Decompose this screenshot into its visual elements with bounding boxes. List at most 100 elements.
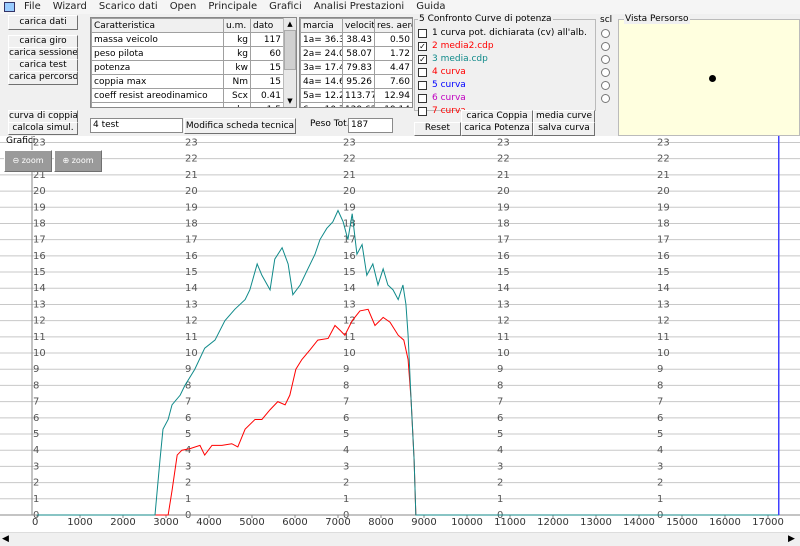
checkbox-label[interactable]: 1 curva pot. dichiarata (cv) all'alb. <box>432 28 587 38</box>
table-cell[interactable]: peso casco <box>91 102 224 107</box>
button[interactable]: salva curva <box>533 122 595 136</box>
table-cell[interactable]: massa veicolo <box>91 32 224 47</box>
scrollbar[interactable]: ▲ ▼ <box>283 18 296 107</box>
checkbox[interactable] <box>418 81 427 90</box>
table-cell[interactable]: 15 <box>250 74 284 89</box>
table-cell[interactable]: 3a= 17.49 <box>300 60 343 75</box>
radio[interactable] <box>601 81 610 90</box>
menu-item[interactable]: Scarico dati <box>98 1 158 12</box>
menu-item[interactable]: Grafici <box>269 1 302 12</box>
table-cell[interactable]: peso pilota <box>91 46 224 61</box>
table-cell[interactable]: potenza <box>91 60 224 75</box>
scroll-down[interactable]: ▼ <box>287 97 293 105</box>
table-cell[interactable]: 15 <box>250 60 284 75</box>
y-tick-label: 9 <box>33 364 39 375</box>
table-cell[interactable]: 0.41 <box>250 88 284 103</box>
checkbox[interactable] <box>418 107 427 116</box>
scroll-thumb[interactable] <box>284 30 296 70</box>
button[interactable]: Modifica scheda tecnica <box>184 118 296 134</box>
y-tick-label: 6 <box>185 413 191 424</box>
checkbox-label[interactable]: 6 curva <box>432 93 466 103</box>
table-cell[interactable]: kw <box>223 60 251 75</box>
table-cell[interactable]: kg <box>223 32 251 47</box>
checkbox-label[interactable]: 3 media.cdp <box>432 54 488 64</box>
table-cell[interactable]: 1.72 <box>374 46 412 61</box>
menu-item[interactable]: Principale <box>208 1 258 12</box>
menu-item[interactable]: Guida <box>416 1 446 12</box>
button[interactable]: carica dati <box>8 15 78 30</box>
menu-item[interactable]: Open <box>169 1 197 12</box>
zoom-out-button[interactable]: ⊖ zoom <box>4 150 52 172</box>
checkbox-label[interactable]: 4 curva <box>432 67 466 77</box>
checkbox[interactable]: ✓ <box>418 42 427 51</box>
y-tick-label: 14 <box>343 283 356 294</box>
table-cell[interactable]: 117 <box>250 32 284 47</box>
table-cell[interactable]: Nm <box>223 74 251 89</box>
y-tick-label: 10 <box>33 348 46 359</box>
table-cell[interactable]: 95.26 <box>342 74 375 89</box>
table-cell[interactable]: 58.07 <box>342 46 375 61</box>
table-cell[interactable]: 1a= 36.32 <box>300 32 343 47</box>
table-cell[interactable]: 12.94 <box>374 88 412 103</box>
series-line <box>37 209 779 516</box>
table-row: massa veicolo kg 117 <box>91 32 284 47</box>
checkbox-label[interactable]: 2 media2.cdp <box>432 41 494 51</box>
radio[interactable] <box>601 42 610 51</box>
peso-field[interactable]: 187 <box>348 118 393 133</box>
table-cell[interactable]: coeff resist areodinamico <box>91 88 224 103</box>
button[interactable]: calcola simul. <box>8 122 78 135</box>
table-cell[interactable]: 6a= 10.77 <box>300 102 343 107</box>
scroll-right[interactable]: ▶ <box>788 534 795 544</box>
table-cell[interactable]: 7.60 <box>374 74 412 89</box>
scroll-up[interactable]: ▲ <box>287 20 293 28</box>
table-cell[interactable]: 4.47 <box>374 60 412 75</box>
table-cell[interactable]: 2a= 24.04 <box>300 46 343 61</box>
table-cell[interactable]: kg <box>223 102 251 107</box>
menu-item[interactable]: File <box>24 1 41 12</box>
checkbox[interactable]: ✓ <box>418 55 427 64</box>
menu-item[interactable]: Analisi Prestazioni <box>313 1 405 12</box>
zoom-in-button[interactable]: ⊕ zoom <box>54 150 102 172</box>
y-tick-label: 16 <box>33 251 46 262</box>
table-cell[interactable]: 79.83 <box>342 60 375 75</box>
test-name-field[interactable]: 4 test <box>90 118 183 133</box>
y-tick-label: 14 <box>497 283 510 294</box>
radio[interactable] <box>601 29 610 38</box>
h-scrollbar[interactable]: ◀ ▶ <box>0 532 800 546</box>
table-cell[interactable]: 60 <box>250 46 284 61</box>
table-cell[interactable]: coppia max <box>91 74 224 89</box>
x-tick-label: 9000 <box>411 517 436 528</box>
checkbox[interactable] <box>418 29 427 38</box>
y-tick-label: 11 <box>343 332 356 343</box>
table-cell[interactable]: 4a= 14.65 <box>300 74 343 89</box>
y-tick-label: 3 <box>343 461 349 472</box>
y-tick-label: 17 <box>343 235 356 246</box>
button[interactable]: carica percorso <box>8 71 78 85</box>
header-cell: Caratteristica <box>91 18 224 33</box>
y-tick-label: 13 <box>497 299 510 310</box>
table-cell[interactable]: 113.77 <box>342 88 375 103</box>
y-tick-label: 11 <box>185 332 198 343</box>
y-tick-label: 15 <box>33 267 46 278</box>
radio[interactable] <box>601 68 610 77</box>
y-tick-label: 12 <box>657 316 670 327</box>
scroll-left[interactable]: ◀ <box>2 534 9 544</box>
checkbox-label[interactable]: 7 curva <box>432 106 466 116</box>
table-cell[interactable]: 5a= 12.27 <box>300 88 343 103</box>
table-cell[interactable]: Scx <box>223 88 251 103</box>
table-cell[interactable]: 129.62 <box>342 102 375 107</box>
table-cell[interactable]: 19.14 <box>374 102 412 107</box>
x-tick-label: 1000 <box>67 517 92 528</box>
checkbox[interactable] <box>418 94 427 103</box>
radio[interactable] <box>601 55 610 64</box>
table-cell[interactable]: 0.50 <box>374 32 412 47</box>
table-cell[interactable]: 38.43 <box>342 32 375 47</box>
button[interactable]: Reset <box>414 122 461 136</box>
checkbox-label[interactable]: 5 curva <box>432 80 466 90</box>
checkbox[interactable] <box>418 68 427 77</box>
table-cell[interactable]: kg <box>223 46 251 61</box>
button[interactable]: carica Potenza <box>461 122 533 136</box>
radio[interactable] <box>601 94 610 103</box>
table-cell[interactable]: 1.5 <box>250 102 284 107</box>
menu-item[interactable]: Wizard <box>52 1 87 12</box>
